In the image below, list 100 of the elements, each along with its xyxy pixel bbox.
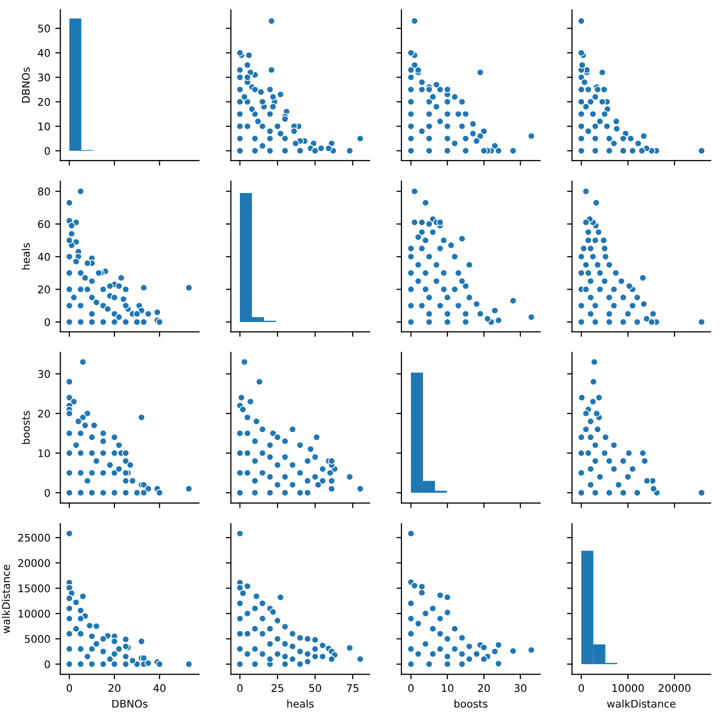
point [528, 646, 536, 654]
y-tick-label: 25000 [18, 534, 50, 542]
point [634, 318, 641, 326]
point [276, 594, 284, 601]
point [425, 252, 433, 260]
point [106, 655, 114, 663]
point [638, 147, 646, 154]
y-tick-label: 20 [38, 98, 50, 106]
point [281, 660, 289, 668]
point [592, 122, 599, 130]
y-tick-label: 60 [38, 220, 50, 228]
point [318, 477, 326, 485]
point [288, 630, 296, 638]
point [606, 147, 613, 154]
point [476, 68, 484, 76]
point [314, 481, 322, 488]
point [578, 489, 585, 496]
point [444, 122, 452, 130]
point [244, 430, 252, 437]
point [99, 648, 107, 656]
point [266, 640, 274, 648]
x-tick-label: 0 [66, 684, 72, 692]
point [328, 655, 336, 663]
point [76, 660, 84, 668]
point [414, 261, 422, 269]
point [88, 469, 96, 477]
point [407, 147, 415, 154]
point [418, 218, 426, 226]
point [422, 236, 430, 244]
point [432, 103, 440, 110]
point [610, 441, 618, 449]
point [641, 457, 648, 465]
point [612, 269, 620, 277]
y-tick-label: 5000 [24, 635, 50, 643]
point [288, 655, 296, 663]
point [410, 17, 418, 25]
point [407, 600, 415, 608]
point [606, 457, 613, 465]
point [236, 584, 244, 592]
point [72, 598, 80, 606]
point [296, 634, 304, 642]
point [620, 147, 627, 154]
point [66, 394, 74, 402]
point [425, 86, 433, 94]
point [594, 228, 602, 236]
point [444, 660, 452, 668]
point [606, 489, 613, 496]
point [410, 61, 418, 69]
point [99, 449, 107, 457]
point [296, 469, 304, 477]
point [312, 434, 320, 441]
point [454, 110, 462, 118]
point [480, 644, 488, 652]
point [628, 302, 636, 310]
point [596, 269, 604, 277]
point [458, 277, 466, 285]
point [613, 125, 620, 132]
point [244, 650, 252, 658]
point [251, 457, 259, 465]
point [586, 244, 594, 252]
point [88, 632, 96, 640]
point [624, 310, 632, 318]
point [444, 594, 452, 601]
point [429, 604, 436, 612]
y-tick-label: 0 [44, 318, 50, 326]
point [311, 473, 319, 481]
point [458, 98, 466, 106]
point [425, 310, 433, 318]
point [432, 261, 440, 269]
point [698, 318, 706, 326]
point [407, 66, 415, 74]
point [425, 318, 433, 326]
point [66, 410, 74, 418]
point [610, 302, 618, 310]
point [436, 630, 444, 638]
point [328, 485, 336, 492]
point [462, 282, 470, 290]
point [589, 110, 597, 118]
point [472, 300, 480, 308]
point [88, 449, 96, 457]
point [296, 489, 304, 496]
point [236, 614, 244, 622]
point [407, 302, 415, 310]
point [610, 286, 618, 294]
point [122, 477, 130, 485]
point [296, 660, 304, 668]
point [126, 461, 134, 469]
point [491, 648, 499, 656]
point [649, 310, 657, 318]
point [258, 449, 266, 457]
point [592, 134, 599, 142]
point [66, 584, 74, 592]
x-tick-label: 50 [309, 684, 322, 692]
point [440, 269, 448, 277]
point [590, 378, 598, 386]
point [115, 645, 123, 653]
point [304, 650, 312, 658]
point [106, 461, 114, 469]
point [79, 414, 87, 422]
point [578, 449, 585, 457]
